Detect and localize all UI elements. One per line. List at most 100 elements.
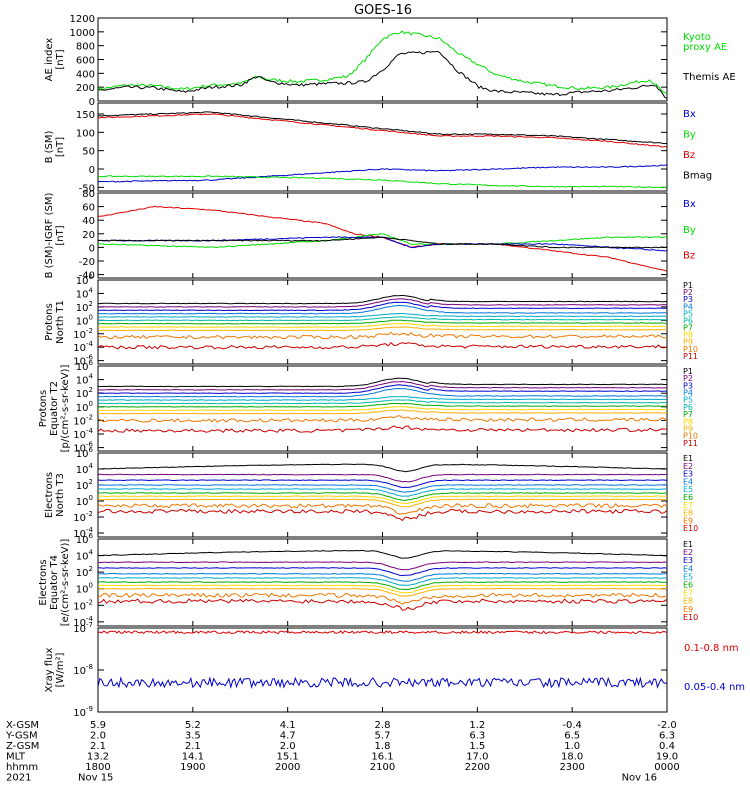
legend-item: Kyoto [683, 32, 711, 43]
y-tick-label: 106 [76, 273, 94, 287]
x-axis-value: 2300 [559, 762, 584, 773]
series-line [97, 30, 668, 95]
legend-item: P9 [683, 338, 693, 347]
series-line [97, 406, 668, 412]
panel-ee: 10-4 10-2 100 102 104 106 ElectronsEquator T4[… [38, 532, 698, 629]
x-axis-value: 14.1 [182, 752, 204, 763]
legend-item: E4 [683, 477, 693, 486]
y-axis-label-text: ElectronsEquator T4[e/(cm²-s-sr-keV)] [38, 539, 71, 627]
y-axis-label-text: B (SM)[nT] [44, 130, 66, 163]
legend-item: By [683, 129, 696, 140]
legend-item: 0.1-0.8 nm [684, 643, 739, 654]
series-line [97, 50, 668, 99]
y-axis-label: B (SM)[nT] [44, 130, 66, 163]
y-tick-label: -20 [79, 257, 95, 268]
series-line [97, 488, 668, 497]
series-line [97, 592, 668, 605]
y-tick-label: 104 [76, 373, 94, 387]
y-axis-label-text: ElectronsNorth T3 [44, 472, 66, 518]
legend-item: P8 [683, 417, 693, 426]
legend-item: P3 [683, 295, 693, 304]
x-axis-value: 17.0 [466, 752, 488, 763]
x-axis-value: 4.7 [280, 731, 296, 742]
x-axis-value: 4.1 [280, 720, 296, 731]
series-line [97, 341, 668, 350]
x-axis-value: 13.2 [87, 752, 109, 763]
y-tick-label: 102 [76, 386, 93, 400]
legend-item: E2 [683, 548, 693, 557]
x-axis-value: 1.8 [375, 741, 391, 752]
series-line [98, 492, 668, 501]
x-axis-value: 0.4 [659, 741, 675, 752]
legend-item: Themis AE [682, 72, 736, 83]
legend-item: E9 [683, 516, 693, 525]
x-axis-value: Nov 16 [622, 773, 657, 784]
x-axis-value: 19.0 [656, 752, 678, 763]
legend-item: E3 [683, 556, 693, 565]
x-axis-value: -2.0 [657, 720, 677, 731]
x-axis-value: 6.3 [469, 731, 485, 742]
x-axis-value: 6.3 [659, 731, 675, 742]
legend-item: P3 [683, 381, 693, 390]
legend-item: E6 [683, 581, 693, 590]
x-axis-value: 2100 [370, 762, 395, 773]
legend-item: E1 [683, 540, 693, 549]
legend-item: P4 [683, 389, 693, 398]
series-line [97, 572, 668, 582]
legend-item: 0.05-0.4 nm [684, 682, 745, 693]
series-line [97, 304, 667, 315]
y-tick-label: 60 [82, 203, 95, 214]
legend-item: E5 [683, 485, 693, 494]
x-axis-value: 6.5 [564, 731, 580, 742]
legend-item: P7 [683, 324, 693, 333]
x-axis-value: 5.2 [185, 720, 201, 731]
series-line [97, 676, 668, 690]
legend-item: Bmag [683, 170, 712, 181]
x-axis-value: 2000 [275, 762, 300, 773]
y-axis-label: AE index[nT] [44, 38, 66, 82]
series-line [97, 425, 668, 433]
legend-item: Bz [683, 251, 695, 262]
series-line [97, 561, 668, 571]
legend-item: E7 [683, 501, 693, 510]
x-axis-value: 1800 [85, 762, 110, 773]
y-tick-label: -50 [79, 183, 95, 194]
x-axis-row-label: Z-GSM [6, 741, 39, 752]
legend-item: E8 [683, 509, 693, 518]
legend-item: P1 [683, 281, 693, 290]
y-tick-label: 400 [76, 69, 95, 80]
panel-frame [97, 192, 668, 279]
series-line [97, 323, 668, 328]
panel-ae: 0 200 400 600 800 1000 1200 AE index[nT] Kyotopr… [44, 14, 736, 108]
legend-item: E2 [683, 462, 693, 471]
legend-item: E3 [683, 470, 693, 479]
series-line [98, 463, 668, 473]
legend-item: P2 [683, 288, 693, 297]
x-axis-value: 2.0 [280, 741, 296, 752]
series-line [97, 415, 668, 423]
series-line [97, 479, 668, 489]
y-tick-label: 10-7 [73, 621, 93, 635]
x-axis-value: 1.0 [564, 741, 580, 752]
legend-item: P10 [683, 345, 698, 354]
x-axis-value: 3.5 [185, 731, 201, 742]
y-tick-label: 10-6 [73, 441, 93, 455]
y-tick-label: 10-2 [73, 510, 93, 524]
x-axis-value: 2.1 [185, 741, 201, 752]
y-tick-label: 10-8 [73, 663, 93, 677]
y-tick-label: 1200 [70, 14, 95, 25]
y-tick-label: 100 [76, 128, 95, 139]
x-axis-row-label: MLT [6, 752, 26, 763]
series-line [97, 380, 668, 391]
panel-bsm: -50 0 50 100 150 B (SM)[nT] Bx By Bz Bmag [44, 102, 712, 194]
y-axis-label: ProtonsNorth T1 [44, 300, 66, 344]
y-tick-label: 150 [76, 110, 95, 121]
series-line [97, 301, 668, 312]
y-tick-label: 10-4 [73, 526, 93, 540]
x-axis-row-label: X-GSM [6, 720, 39, 731]
series-line [97, 584, 668, 594]
series-line [97, 630, 668, 635]
